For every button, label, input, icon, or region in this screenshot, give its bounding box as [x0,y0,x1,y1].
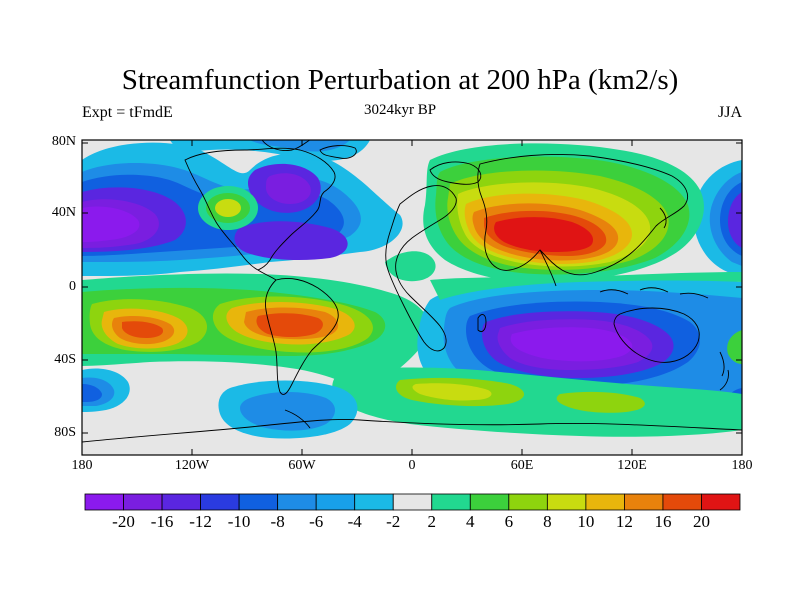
madagascar-coast [477,314,487,333]
axis-ticks [81,140,743,455]
colorbar-label: 20 [692,512,710,531]
y-tick-label: 80N [51,134,76,149]
colorbar-label: 2 [427,512,437,531]
coastlines [82,140,742,443]
colorbar-label: -4 [347,512,362,531]
colorbar-label: 12 [615,512,633,531]
indonesia-coast [599,287,709,299]
north-america-coast [184,147,336,271]
australia-coast [613,307,700,363]
africa-green [385,251,436,282]
colorbar-label: 4 [466,512,475,531]
y-tick-label: 80S [54,425,76,440]
africa-europe-coast [385,185,457,352]
colorbar-box [161,493,201,511]
colorbar-label: 10 [577,512,595,531]
south-america-coast [265,277,339,395]
colorbar-label: -2 [386,512,401,531]
colorbar-label: -10 [227,512,251,531]
colorbar-box [277,493,317,511]
colorbar-label: 16 [654,512,672,531]
india-coast [539,249,557,287]
nh-negative-band [82,140,403,276]
colorbar-box [354,493,394,511]
colorbar-box [431,493,471,511]
sh-positive-band [82,273,431,392]
eurasian-high [423,143,704,283]
arctic-islands [261,140,311,151]
x-tick-label: 0 [408,458,416,473]
streamfunction-field [82,140,742,439]
colorbar-label: -6 [309,512,324,531]
colorbar-label: 6 [504,512,514,531]
figure-title: Streamfunction Perturbation at 200 hPa (… [121,64,679,96]
colorbar-box [315,493,356,511]
colorbar-box [508,493,548,511]
antarctica-coast [82,419,742,443]
colorbar-label: -20 [112,512,135,531]
x-tick-label: 60W [288,458,316,473]
greenland-coast [319,145,357,159]
colorbar-label: -16 [150,512,174,531]
colorbar [84,493,741,511]
y-tick-label: 0 [69,279,76,294]
y-tick-label: 40S [54,352,76,367]
antarctic-peninsula [284,409,311,429]
colorbar-label: -8 [270,512,285,531]
asia-coast [477,153,688,276]
colorbar-box [585,493,625,511]
colorbar-box [469,493,510,511]
colorbar-box [701,493,741,511]
x-tick-label: 120E [617,458,647,473]
y-tick-label: 40N [51,205,76,220]
colorbar-box [238,493,279,511]
japan-coast [659,207,667,229]
colorbar-box [123,493,163,511]
colorbar-box [546,493,587,511]
colorbar-label: -12 [189,512,212,531]
x-tick-label: 120W [174,458,210,473]
colorbar-box [200,493,240,511]
colorbar-box [84,493,124,511]
colorbar-box [624,493,664,511]
time-label: 3024kyr BP [363,102,437,118]
colorbar-box [662,493,702,511]
east-pacific-negative [693,160,742,276]
new-zealand-coast [719,351,729,391]
x-tick-label: 60E [510,458,534,473]
x-tick-label: 180 [731,458,753,473]
experiment-label: Expt = tFmdE [82,104,173,121]
colorbar-label: 8 [543,512,552,531]
sh-edges [82,330,742,439]
central-america-coast [257,269,277,281]
x-tick-label: 180 [71,458,93,473]
season-label: JJA [717,104,742,121]
colorbar-box [392,493,433,511]
